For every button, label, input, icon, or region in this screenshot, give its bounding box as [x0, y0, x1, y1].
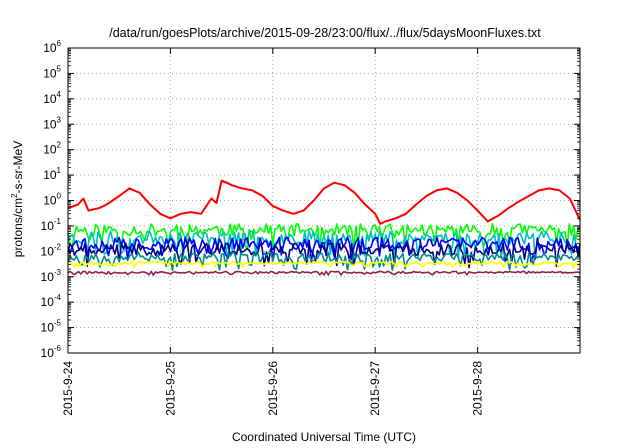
y-tick-base: 10: [43, 194, 57, 208]
x-axis-label: Coordinated Universal Time (UTC): [232, 430, 416, 444]
y-tick-exponent: -4: [54, 293, 62, 302]
y-tick-base: 10: [43, 168, 57, 182]
y-tick-label: 10-3: [41, 268, 62, 284]
y-tick-label: 106: [43, 39, 61, 55]
y-tick-label: 105: [43, 64, 61, 80]
grid-lines: [68, 48, 580, 353]
y-tick-base: 10: [43, 66, 57, 80]
y-tick-base: 10: [41, 346, 55, 360]
series-line-3: [67, 229, 581, 259]
y-tick-exponent: 3: [57, 115, 62, 124]
x-tick-labels: 2015-9-24 2015-9-25 2015-9-26 2015-9-27 2015…: [61, 361, 485, 416]
x-tick-label: 2015-9-26: [266, 361, 280, 416]
series-line-1: [67, 179, 581, 225]
y-tick-base: 10: [41, 244, 55, 258]
y-tick-exponent: -2: [54, 242, 62, 251]
y-tick-label: 10-2: [41, 242, 62, 258]
series-line-5: [67, 242, 581, 269]
y-axis-label-superscript: 2: [10, 193, 19, 198]
y-tick-label: 10-6: [41, 344, 62, 360]
y-axis-label: protons/cm2-s-sr-MeV: [10, 141, 25, 257]
series-line-7: [67, 260, 581, 269]
x-tick-label: 2015-9-27: [368, 361, 382, 416]
y-tick-base: 10: [41, 295, 55, 309]
y-tick-exponent: 1: [57, 166, 62, 175]
y-tick-exponent: -3: [54, 268, 62, 277]
y-tick-base: 10: [41, 321, 55, 335]
y-tick-label: 102: [43, 141, 61, 157]
series-line-4: [67, 236, 581, 263]
y-tick-label: 10-4: [41, 293, 62, 309]
axes: [67, 47, 581, 354]
y-tick-label: 100: [43, 192, 61, 208]
x-tick-label: 2015-9-24: [61, 361, 75, 416]
y-axis-label-prefix: protons/cm: [11, 198, 25, 257]
y-tick-label: 104: [43, 90, 61, 106]
y-tick-label: 103: [43, 115, 61, 131]
y-tick-exponent: 4: [57, 90, 62, 99]
y-tick-label: 10-5: [41, 319, 62, 335]
y-tick-exponent: 0: [57, 192, 62, 201]
y-tick-base: 10: [41, 270, 55, 284]
y-tick-exponent: 2: [57, 141, 62, 150]
y-tick-exponent: -6: [54, 344, 62, 353]
x-tick-label: 2015-9-28: [471, 361, 485, 416]
y-tick-labels: 10610510410310210110010-110-210-310-410-…: [41, 39, 62, 360]
chart-title: /data/run/goesPlots/archive/2015-09-28/2…: [109, 26, 541, 40]
y-axis-label-suffix: -s-sr-MeV: [11, 141, 25, 194]
y-tick-base: 10: [43, 41, 57, 55]
y-tick-exponent: 6: [57, 39, 62, 48]
y-tick-base: 10: [43, 143, 57, 157]
series-line-6: [67, 251, 581, 272]
y-tick-label: 101: [43, 166, 61, 182]
y-tick-label: 10-1: [41, 217, 62, 233]
series-line-8: [67, 270, 581, 276]
x-tick-label: 2015-9-25: [163, 361, 177, 416]
plot-frame: [67, 47, 581, 354]
y-tick-base: 10: [43, 92, 57, 106]
y-tick-exponent: -5: [54, 319, 62, 328]
y-tick-base: 10: [43, 117, 57, 131]
y-tick-exponent: 5: [57, 64, 62, 73]
y-tick-base: 10: [41, 219, 55, 233]
series-lines: [67, 179, 581, 276]
y-tick-exponent: -1: [54, 217, 62, 226]
